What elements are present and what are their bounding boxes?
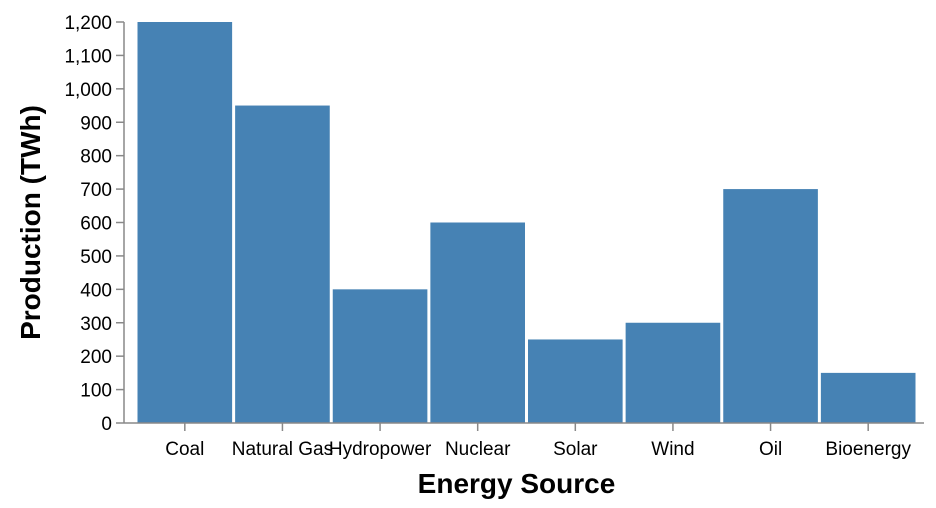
bar-coal [137, 22, 233, 423]
bar-wind [625, 322, 721, 423]
bar-hydropower [332, 289, 428, 423]
x-tick-label: Nuclear [445, 439, 511, 460]
y-tick-label: 600 [80, 214, 112, 235]
y-axis-ticks: 0 100 200 300 400 500 600 700 800 900 1,000 1,100 1,… [64, 13, 124, 435]
y-tick-label: 100 [80, 381, 112, 402]
x-tick-label: Bioenergy [825, 439, 911, 460]
y-tick-label: 700 [80, 180, 112, 201]
x-tick-label: Coal [165, 439, 204, 460]
y-tick-label: 800 [80, 147, 112, 168]
x-axis-title: Energy Source [418, 468, 616, 499]
y-tick-label: 400 [80, 280, 112, 301]
bar-bioenergy [820, 372, 916, 423]
x-tick-label: Hydropower [329, 439, 432, 460]
y-tick-label: 500 [80, 247, 112, 268]
y-tick-label: 0 [101, 414, 112, 435]
bar-nuclear [430, 222, 525, 423]
x-tick-label: Natural Gas [232, 439, 333, 460]
bar-natural-gas [235, 105, 330, 424]
bar-oil [723, 189, 818, 423]
x-tick-label: Wind [651, 439, 694, 460]
y-tick-label: 200 [80, 347, 112, 368]
y-axis-title: Production (TWh) [15, 105, 46, 340]
y-tick-label: 1,000 [64, 80, 112, 101]
x-tick-label: Oil [759, 439, 782, 460]
y-tick-label: 1,200 [64, 13, 112, 34]
y-tick-label: 300 [80, 314, 112, 335]
y-tick-label: 1,100 [64, 46, 112, 67]
bars-group [137, 22, 916, 424]
y-tick-label: 900 [80, 113, 112, 134]
x-tick-label: Solar [553, 439, 598, 460]
bar-solar [528, 339, 623, 423]
